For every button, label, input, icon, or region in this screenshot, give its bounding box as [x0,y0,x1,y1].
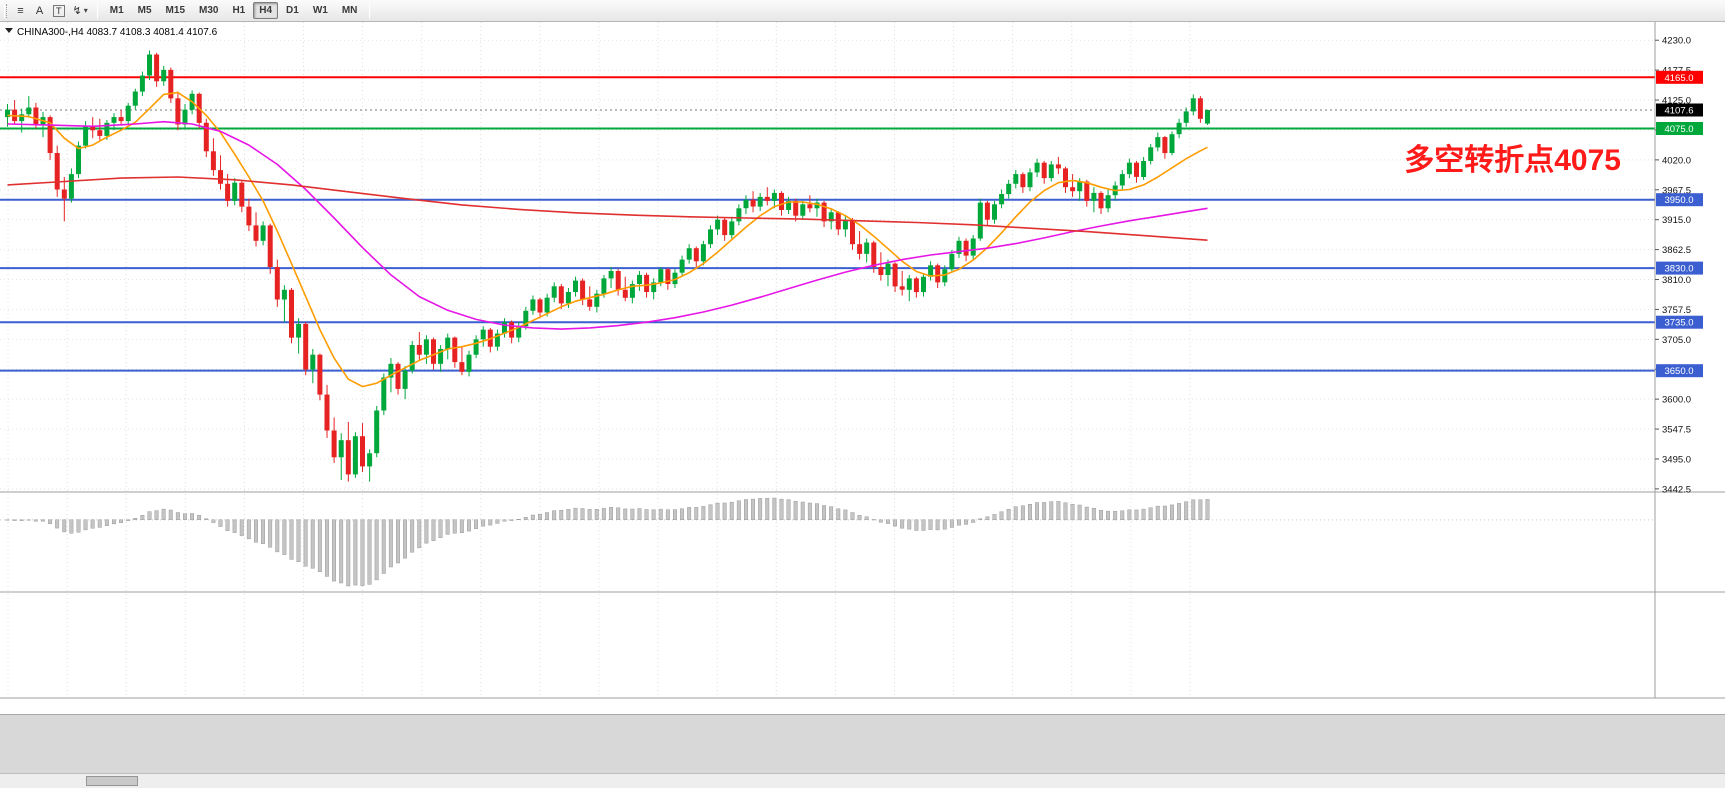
frame-tool-icon[interactable]: T [49,2,69,20]
macd-histogram [5,497,1210,587]
timeframe-mn[interactable]: MN [336,2,364,19]
price-tick-label: 3757.5 [1662,305,1691,316]
chevron-down-icon: ▾ [83,6,88,15]
svg-text:3735.0: 3735.0 [1664,318,1693,329]
toolbar-separator [96,2,98,19]
chart-mode-icon[interactable]: ≡ [11,2,30,20]
text-tool-icon[interactable]: A [30,2,49,20]
chart-background [0,22,1725,714]
horizontal-scrollbar[interactable] [0,773,1725,788]
svg-text:3650.0: 3650.0 [1664,366,1693,377]
price-tick-label: 4125.0 [1662,96,1691,107]
timeframe-m5[interactable]: M5 [132,2,158,19]
ma-slow-red [7,176,1208,241]
price-badge: 4075.0 [1656,122,1703,135]
price-badge: 3830.0 [1656,261,1703,275]
price-tick-label: 3442.5 [1662,484,1691,495]
price-tick-label: 3705.0 [1662,335,1691,346]
svg-text:3830.0: 3830.0 [1664,264,1693,275]
window-background [0,714,1725,788]
price-tick-label: 3967.5 [1662,185,1691,196]
timeframe-m30[interactable]: M30 [193,2,224,19]
ma-medium-magenta [7,120,1208,330]
price-badge: 4165.0 [1656,70,1703,84]
annotation-text: 多空转折点4075 [1404,144,1621,177]
timeframe-d1[interactable]: D1 [280,2,305,19]
price-tick-label: 4020.0 [1662,155,1691,166]
price-tick-label: 4230.0 [1662,36,1691,47]
svg-text:4075.0: 4075.0 [1664,124,1693,135]
price-badge: 3650.0 [1656,364,1703,378]
zigzag-icon: ↯ [72,5,82,17]
price-tick-label: 3600.0 [1662,395,1691,406]
timeframe-m1[interactable]: M1 [104,2,130,19]
symbol-dropdown-icon[interactable] [5,28,13,33]
toolbar: ≡ A T ↯ ▾ M1 M5 M15 M30 H1 H4 D1 W1 MN [0,0,1725,22]
timeframe-h1[interactable]: H1 [226,2,251,19]
frame-tool-glyph: T [53,4,65,17]
price-tick-label: 3547.5 [1662,425,1691,436]
svg-text:3950.0: 3950.0 [1664,195,1693,206]
timeframe-h4[interactable]: H4 [253,2,279,19]
toolbar-separator-2 [369,2,371,19]
price-badge: 3735.0 [1656,315,1703,329]
zigzag-tool-dropdown[interactable]: ↯ ▾ [69,2,92,20]
price-tick-label: 3915.0 [1662,215,1691,226]
timeframe-w1[interactable]: W1 [307,2,334,19]
price-tick-label: 3495.0 [1662,454,1691,465]
price-badge: 3950.0 [1656,193,1703,207]
scrollbar-thumb[interactable] [86,776,138,786]
toolbar-grip[interactable] [4,3,7,18]
svg-text:4107.6: 4107.6 [1664,106,1693,117]
price-badge: 4107.6 [1656,103,1703,117]
price-tick-label: 3862.5 [1662,245,1691,256]
chart-canvas[interactable]: CHINA300-,H4 4083.7 4108.3 4081.4 4107.6… [0,22,1725,714]
ma-fast-orange [7,91,1208,388]
ohlc-header: CHINA300-,H4 4083.7 4108.3 4081.4 4107.6 [17,27,218,38]
svg-text:4165.0: 4165.0 [1664,73,1693,84]
vertical-gridlines [7,22,1191,698]
timeframe-m15[interactable]: M15 [160,2,191,19]
price-tick-label: 3810.0 [1662,275,1691,286]
